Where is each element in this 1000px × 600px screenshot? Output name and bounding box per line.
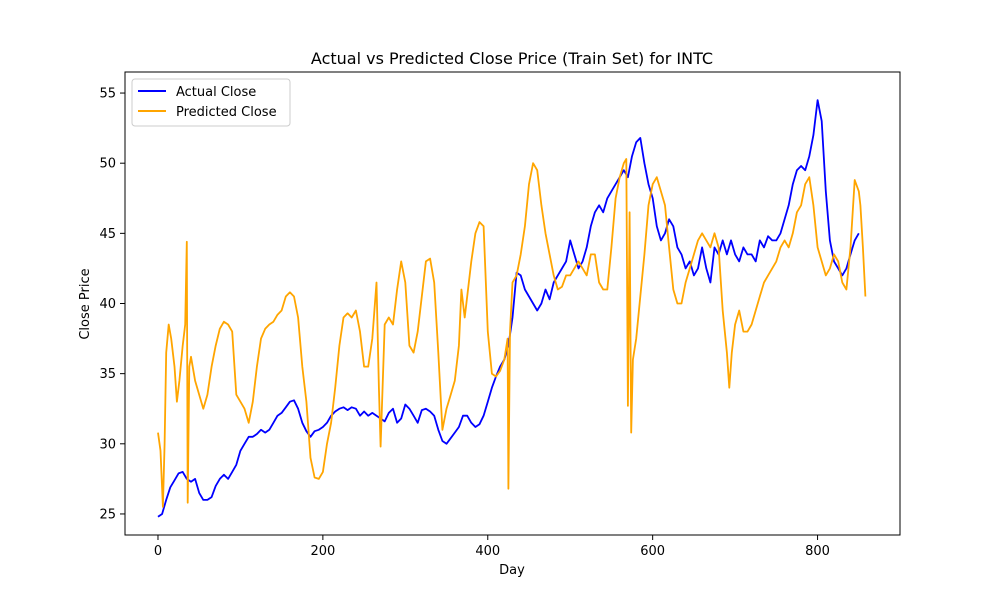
series-layer: [157, 99, 867, 518]
y-tick-label: 30: [99, 437, 116, 452]
x-tick-label: 800: [805, 544, 830, 559]
y-axis-label: Close Price: [78, 268, 93, 339]
y-tick-label: 55: [99, 87, 116, 102]
x-axis: 0 200 400 600 800: [154, 535, 830, 559]
y-tick-label: 40: [99, 297, 116, 312]
y-tick-label: 50: [99, 157, 116, 172]
legend: Actual Close Predicted Close: [131, 78, 291, 127]
y-tick-label: 35: [99, 367, 116, 382]
series-line-predicted-close: [157, 158, 867, 508]
plot-area: [125, 72, 900, 535]
legend-box: [131, 78, 291, 127]
y-tick-label: 45: [99, 227, 116, 242]
x-tick-label: 400: [475, 544, 500, 559]
x-tick-label: 200: [310, 544, 335, 559]
x-tick-label: 0: [154, 544, 162, 559]
x-axis-label: Day: [499, 563, 525, 578]
legend-label-actual: Actual Close: [176, 85, 256, 100]
y-axis: 25 30 35 40 45 50 55: [99, 87, 125, 522]
chart-title: Actual vs Predicted Close Price (Train S…: [311, 49, 713, 68]
x-tick-label: 600: [640, 544, 665, 559]
y-tick-label: 25: [99, 507, 116, 522]
legend-label-predicted: Predicted Close: [176, 105, 277, 120]
